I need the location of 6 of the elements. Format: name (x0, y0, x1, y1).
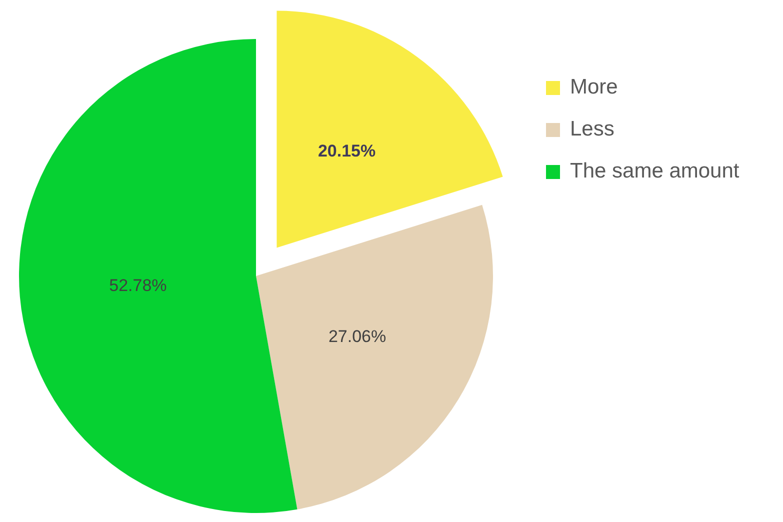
data-label: 20.15% (318, 142, 376, 161)
data-label: 52.78% (109, 276, 167, 295)
legend-label: Less (570, 118, 614, 141)
data-label: 27.06% (328, 326, 386, 346)
legend-label: More (570, 76, 618, 99)
legend-label: The same amount (570, 160, 740, 183)
